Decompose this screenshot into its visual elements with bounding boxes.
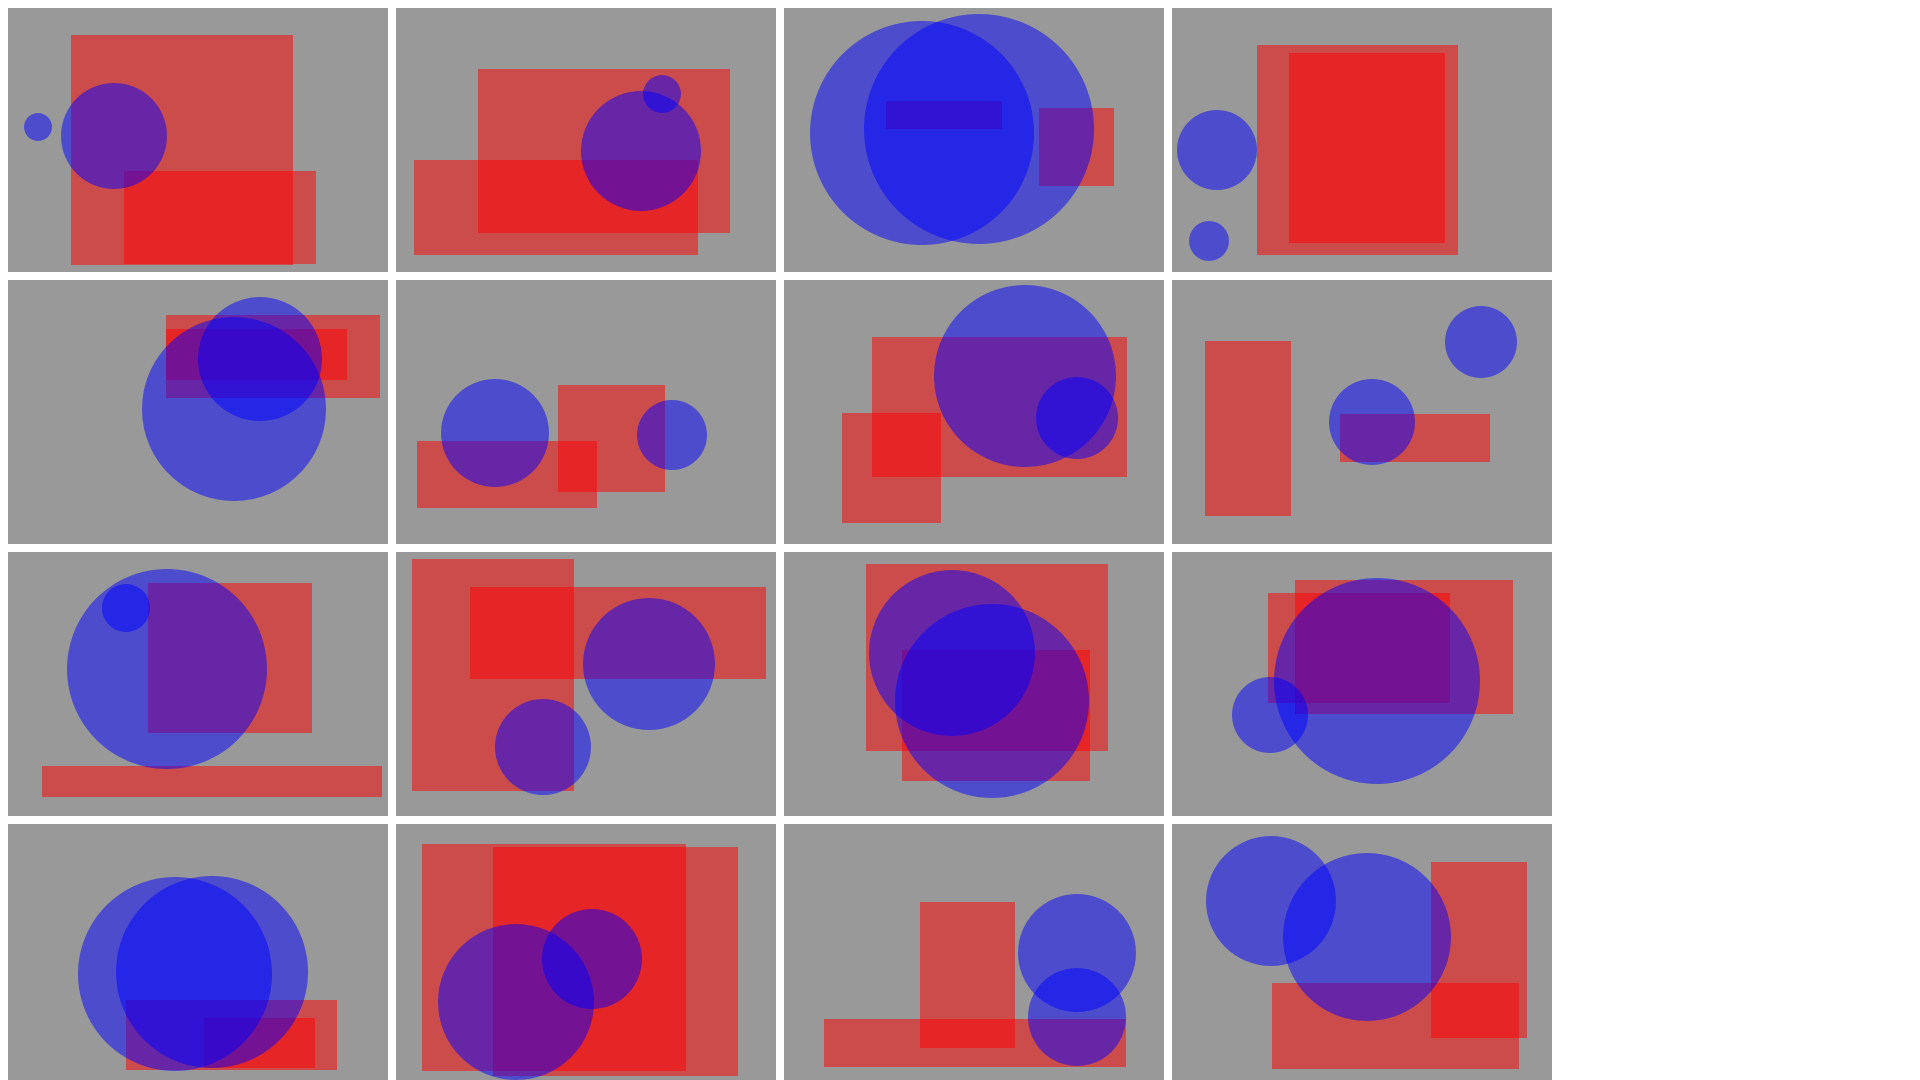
panel-canvas [8, 8, 388, 272]
blue-circle [102, 584, 150, 632]
panel-canvas [8, 824, 388, 1080]
blue-circle [1445, 306, 1517, 378]
panel-canvas [396, 552, 776, 816]
blue-circle [142, 317, 326, 501]
panel-canvas [396, 824, 776, 1080]
blue-circle [67, 569, 267, 769]
shape-panel-10 [396, 552, 776, 816]
shape-panel-13 [8, 824, 388, 1080]
blue-circle [864, 14, 1094, 244]
shape-panel-7 [784, 280, 1164, 544]
shape-panel-11 [784, 552, 1164, 816]
panel-canvas [1172, 824, 1552, 1080]
red-rectangle [124, 171, 316, 264]
shape-panel-14 [396, 824, 776, 1080]
red-rectangle [842, 413, 941, 523]
shape-panel-2 [396, 8, 776, 272]
panel-canvas [784, 552, 1164, 816]
shape-panel-8 [1172, 280, 1552, 544]
red-rectangle [1205, 341, 1291, 516]
shape-panel-5 [8, 280, 388, 544]
blue-circle [116, 876, 308, 1068]
blue-circle [495, 699, 591, 795]
blue-circle [581, 91, 701, 211]
blue-circle [1036, 377, 1118, 459]
panel-grid [8, 8, 1552, 1080]
red-rectangle [42, 766, 382, 797]
blue-circle [583, 598, 715, 730]
blue-circle [1028, 968, 1126, 1066]
panel-canvas [8, 280, 388, 544]
blue-circle [1274, 578, 1480, 784]
shape-panel-3 [784, 8, 1164, 272]
panel-canvas [396, 8, 776, 272]
shape-panel-1 [8, 8, 388, 272]
blue-circle [895, 604, 1089, 798]
blue-circle [542, 909, 642, 1009]
blue-circle [1177, 110, 1257, 190]
panel-canvas [1172, 552, 1552, 816]
blue-circle [1189, 221, 1229, 261]
panel-canvas [784, 824, 1164, 1080]
blue-circle [61, 83, 167, 189]
shape-panel-4 [1172, 8, 1552, 272]
shape-panel-12 [1172, 552, 1552, 816]
blue-circle [1329, 379, 1415, 465]
shape-panel-15 [784, 824, 1164, 1080]
panel-canvas [784, 8, 1164, 272]
blue-circle [1283, 853, 1451, 1021]
shape-panel-16 [1172, 824, 1552, 1080]
blue-circle [24, 113, 52, 141]
shape-panel-6 [396, 280, 776, 544]
blue-circle [441, 379, 549, 487]
panel-canvas [1172, 8, 1552, 272]
red-rectangle [1289, 53, 1445, 243]
panel-canvas [396, 280, 776, 544]
panel-canvas [784, 280, 1164, 544]
panel-canvas [8, 552, 388, 816]
panel-canvas [1172, 280, 1552, 544]
blue-circle [637, 400, 707, 470]
blue-circle [1232, 677, 1308, 753]
shape-panel-9 [8, 552, 388, 816]
